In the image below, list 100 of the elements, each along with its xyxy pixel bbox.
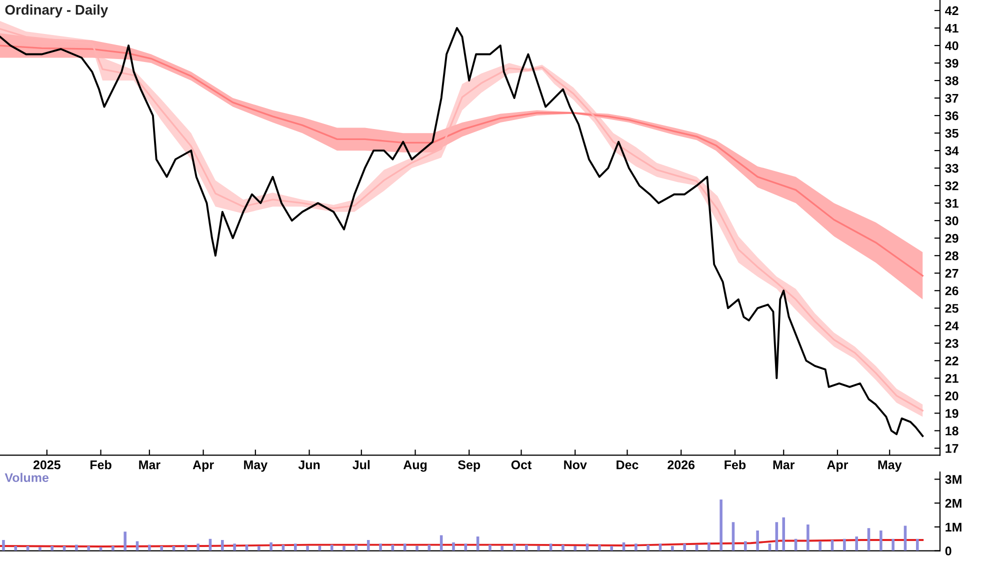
bar <box>843 538 846 551</box>
bar <box>744 541 747 551</box>
y-tick-label: 27 <box>945 268 958 278</box>
bar <box>14 546 18 551</box>
y-tick-label: 18 <box>946 426 958 436</box>
chart-title: Volume <box>4 472 48 482</box>
line-series <box>0 539 924 548</box>
x-tick-label: Feb <box>90 460 112 470</box>
bar <box>270 542 272 551</box>
x-tick-label: Oct <box>511 460 532 470</box>
bar <box>708 542 710 551</box>
x-tick-label: Jul <box>352 460 370 470</box>
bar <box>598 544 601 551</box>
x-tick-label: May <box>244 460 268 472</box>
y-tick-label: 19 <box>946 409 958 418</box>
bar <box>574 546 577 551</box>
y-tick-label: 42 <box>945 6 958 16</box>
bar <box>904 526 907 551</box>
x-tick-label: Aug <box>403 460 427 472</box>
x-tick-label: May <box>878 460 902 472</box>
bar <box>806 524 810 551</box>
bar <box>136 541 139 551</box>
y-tick-label: 30 <box>945 216 958 226</box>
y-tick-label: 35 <box>945 128 958 138</box>
bar <box>50 546 54 551</box>
x-tick-label: Feb <box>724 460 746 470</box>
bar <box>488 544 492 551</box>
x-tick-label: Dec <box>616 460 638 470</box>
bar <box>720 500 722 551</box>
bar <box>818 541 822 551</box>
x-tick-label: Apr <box>192 460 214 472</box>
bar <box>775 522 778 551</box>
bar <box>2 540 5 551</box>
bar <box>855 536 858 551</box>
bar <box>38 547 42 551</box>
y-tick-label: 23 <box>945 338 958 348</box>
bar <box>732 522 735 551</box>
y-tick-label: 21 <box>945 374 958 383</box>
y-tick-label: 31 <box>945 198 958 208</box>
bar <box>330 544 334 551</box>
bar <box>124 532 126 551</box>
x-tick-label: Jun <box>298 460 320 470</box>
y-tick-label: 24 <box>945 321 959 330</box>
bar <box>671 546 674 551</box>
bar <box>525 544 528 551</box>
x-tick-label: Nov <box>564 460 587 470</box>
bar <box>184 544 188 551</box>
y-tick-label: 40 <box>945 41 958 50</box>
y-tick-label: 22 <box>945 356 958 366</box>
bar <box>75 544 78 551</box>
bar <box>880 530 882 551</box>
bar <box>416 546 418 551</box>
y-tick-label: 41 <box>945 24 958 33</box>
bar <box>782 517 786 551</box>
x-tick-label: 2026 <box>668 460 695 470</box>
bar <box>294 544 297 551</box>
x-tick-label: Mar <box>773 460 795 470</box>
bar <box>683 544 686 551</box>
bar <box>892 538 894 551</box>
bar <box>221 540 224 551</box>
y-tick-label: 2M <box>945 498 962 508</box>
x-tick-label: Apr <box>827 460 848 472</box>
y-tick-label: 32 <box>945 181 958 190</box>
bar <box>112 546 114 551</box>
bar <box>306 546 309 551</box>
y-tick-label: 20 <box>945 391 958 400</box>
bar <box>342 546 346 551</box>
bar <box>148 544 151 551</box>
chart-title: Ordinary - Daily <box>5 4 108 18</box>
y-tick-label: 33 <box>945 164 958 173</box>
y-tick-label: 37 <box>945 94 958 103</box>
x-tick-label: Sep <box>458 460 480 472</box>
bar <box>452 542 455 551</box>
y-tick-label: 39 <box>945 58 958 68</box>
y-tick-label: 3M <box>945 475 962 484</box>
bar <box>537 546 540 551</box>
y-tick-label: 29 <box>945 234 958 243</box>
bar <box>634 544 638 551</box>
bar <box>160 546 163 551</box>
bar <box>646 544 650 551</box>
y-tick-label: 36 <box>945 111 958 120</box>
y-tick-label: 0 <box>945 546 952 556</box>
y-tick-label: 34 <box>945 146 959 156</box>
y-tick-label: 1M <box>946 522 962 532</box>
y-tick-label: 25 <box>945 304 958 313</box>
bar <box>233 544 236 551</box>
bar <box>379 544 382 551</box>
bar <box>87 546 90 551</box>
y-tick-label: 26 <box>945 286 958 296</box>
y-tick-label: 17 <box>946 444 958 453</box>
y-tick-label: 38 <box>945 76 958 86</box>
bar <box>258 546 260 551</box>
x-tick-label: 2025 <box>33 460 60 470</box>
bar <box>196 544 200 551</box>
x-tick-label: Mar <box>139 460 160 470</box>
bar <box>756 530 759 551</box>
bar <box>610 546 613 551</box>
bar <box>562 544 564 551</box>
bar <box>916 538 919 551</box>
y-tick-label: 28 <box>945 251 958 260</box>
